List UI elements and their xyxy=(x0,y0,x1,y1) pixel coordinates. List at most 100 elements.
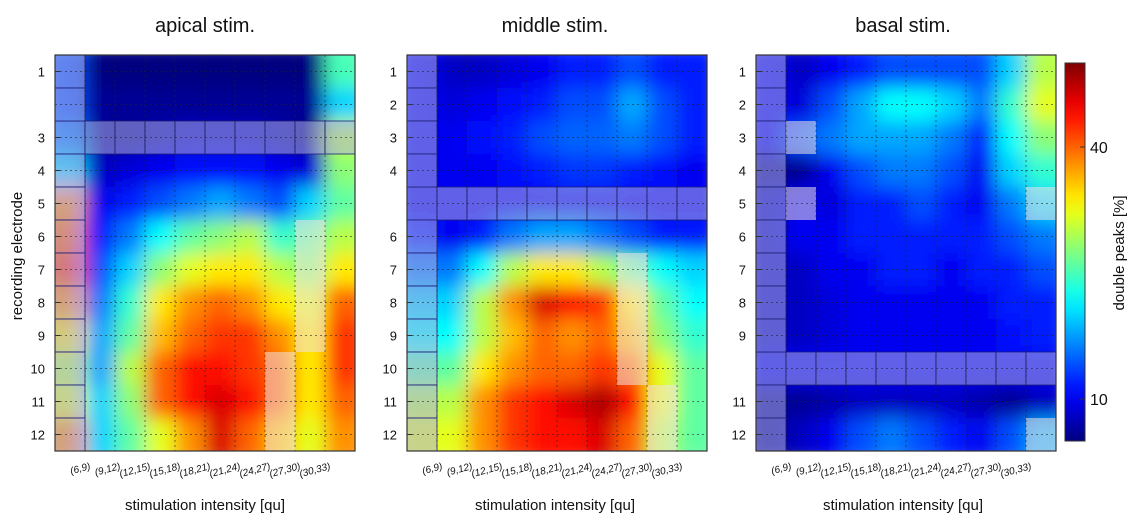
y-tick-label: 8 xyxy=(390,296,397,311)
x-tick-label: (21,24) xyxy=(208,461,241,480)
heat-cell-r12-c2 xyxy=(115,418,146,451)
x-tick-label: (15,18) xyxy=(148,461,181,480)
y-tick-label: 6 xyxy=(739,230,746,245)
x-tick-label: (18,21) xyxy=(879,461,912,480)
heat-cell-r1-c8 xyxy=(647,55,678,89)
heat-cell-r1-c7 xyxy=(617,55,648,89)
heat-cell-r12-c3 xyxy=(145,418,176,451)
y-axis-label: recording electrode xyxy=(9,192,26,320)
y-tick-label: 3 xyxy=(739,131,746,146)
heat-cell-r1-c2 xyxy=(816,55,847,89)
heat-cell-r1-c8 xyxy=(295,55,326,89)
heat-cell-r12-c3 xyxy=(497,418,528,451)
y-tick-label: 8 xyxy=(38,296,45,311)
heat-cell-r1-c1 xyxy=(437,55,468,89)
y-tick-label: 5 xyxy=(38,197,45,212)
y-tick-label: 9 xyxy=(390,329,397,344)
y-tick-label: 2 xyxy=(390,98,397,113)
heat-cell-r12-c5 xyxy=(205,418,236,451)
y-tick-label: 3 xyxy=(38,131,45,146)
plot-frame xyxy=(755,54,1057,452)
heat-cell-r12-c6 xyxy=(936,418,967,451)
heat-cell-r1-c6 xyxy=(235,55,266,89)
x-tick-label: (15,18) xyxy=(500,461,533,480)
x-tick-label: (24,27) xyxy=(238,461,271,480)
x-tick-label: (30,33) xyxy=(999,461,1032,480)
y-tick-label: 9 xyxy=(739,329,746,344)
y-tick-label: 6 xyxy=(390,230,397,245)
y-tick-label: 12 xyxy=(732,428,746,443)
x-axis-label-middle: stimulation intensity [qu] xyxy=(475,497,635,514)
y-tick-label: 10 xyxy=(31,362,45,377)
heat-cell-r12-c1 xyxy=(437,418,468,451)
heat-cell-r1-c7 xyxy=(265,55,296,89)
colorbar-tick-label: 10 xyxy=(1090,392,1108,409)
heat-cell-r12-c1 xyxy=(85,418,116,451)
y-tick-label: 11 xyxy=(32,395,46,410)
y-tick-label: 7 xyxy=(390,263,397,278)
x-tick-label: (24,27) xyxy=(939,461,972,480)
y-tick-label: 3 xyxy=(390,131,397,146)
x-tick-label: (21,24) xyxy=(560,461,593,480)
heat-cell-r12-c6 xyxy=(587,418,618,451)
y-tick-label: 1 xyxy=(390,65,397,80)
heat-cell-r1-c6 xyxy=(936,55,967,89)
y-tick-label: 7 xyxy=(38,263,45,278)
x-tick-label: (30,33) xyxy=(650,461,683,480)
x-tick-label: (6,9) xyxy=(69,461,92,477)
colorbar-gradient xyxy=(1064,62,1086,442)
colorbar-label: double peaks [%] xyxy=(1111,195,1128,310)
heat-cell-r1-c4 xyxy=(876,55,907,89)
heat-cell-r1-c5 xyxy=(205,55,236,89)
panel-title-middle: middle stim. xyxy=(502,15,609,37)
heat-cell-r12-c1 xyxy=(786,418,817,451)
y-tick-label: 12 xyxy=(383,428,397,443)
heat-cell-r12-c4 xyxy=(175,418,206,451)
x-axis-label-apical: stimulation intensity [qu] xyxy=(125,497,285,514)
heat-cell-r12-c4 xyxy=(876,418,907,451)
y-tick-label: 11 xyxy=(384,395,398,410)
heat-cell-r12-c9 xyxy=(677,418,707,451)
y-tick-label: 6 xyxy=(38,230,45,245)
plot-frame xyxy=(54,54,356,452)
heat-cell-r1-c5 xyxy=(906,55,937,89)
heat-cell-r1-c8 xyxy=(996,55,1027,89)
x-tick-label: (6,9) xyxy=(421,461,444,477)
heat-cell-r1-c9 xyxy=(677,55,707,89)
x-tick-label: (12,15) xyxy=(819,461,852,480)
heat-cell-r12-c7 xyxy=(617,418,648,451)
y-tick-label: 2 xyxy=(739,98,746,113)
heat-cell-r12-c6 xyxy=(235,418,266,451)
colorbar-tick-label: 40 xyxy=(1090,140,1108,157)
heat-cell-r12-c8 xyxy=(295,418,326,451)
x-tick-label: (27,30) xyxy=(969,461,1002,480)
heat-cell-r12-c9 xyxy=(325,418,355,451)
y-tick-label: 8 xyxy=(739,296,746,311)
heat-cell-r12-c8 xyxy=(996,418,1027,451)
heat-cell-r1-c9 xyxy=(1026,55,1056,89)
x-tick-label: (27,30) xyxy=(268,461,301,480)
x-tick-label: (24,27) xyxy=(590,461,623,480)
heat-cell-r1-c4 xyxy=(527,55,558,89)
x-tick-label: (27,30) xyxy=(620,461,653,480)
panel-title-apical: apical stim. xyxy=(155,15,255,37)
heat-cell-r1-c1 xyxy=(786,55,817,89)
heat-cell-r12-c3 xyxy=(846,418,877,451)
x-tick-label: (21,24) xyxy=(909,461,942,480)
heat-cell-r12-c7 xyxy=(966,418,997,451)
x-tick-label: (18,21) xyxy=(530,461,563,480)
y-tick-label: 4 xyxy=(390,164,397,179)
heat-cell-r1-c6 xyxy=(587,55,618,89)
panel-title-basal: basal stim. xyxy=(855,15,951,37)
y-tick-label: 10 xyxy=(383,362,397,377)
heat-cell-r1-c7 xyxy=(966,55,997,89)
y-tick-label: 4 xyxy=(38,164,45,179)
y-tick-label: 1 xyxy=(38,65,45,80)
plot-frame xyxy=(406,54,708,452)
heat-cell-r1-c3 xyxy=(846,55,877,89)
heat-cell-r12-c5 xyxy=(906,418,937,451)
heat-cell-r1-c2 xyxy=(467,55,498,89)
